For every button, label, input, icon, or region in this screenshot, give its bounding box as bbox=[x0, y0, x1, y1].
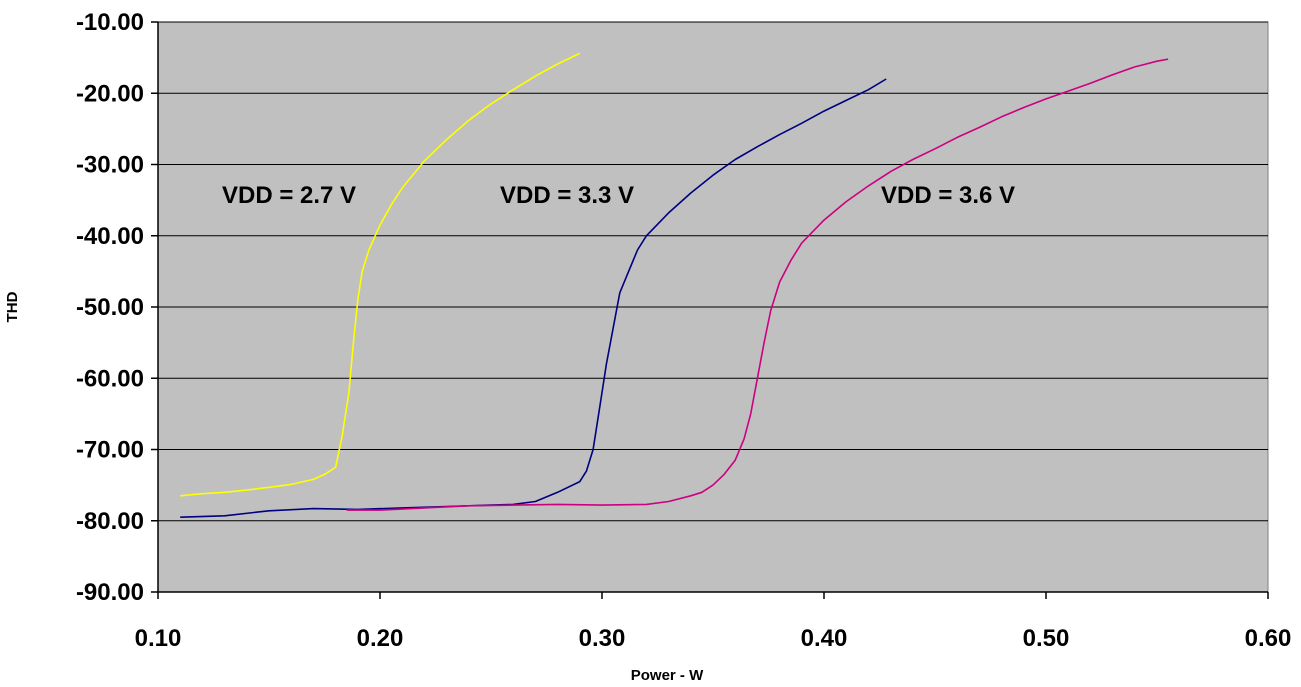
x-tick-label: 0.50 bbox=[1023, 625, 1070, 652]
x-tick-label: 0.60 bbox=[1245, 625, 1292, 652]
x-tick-label: 0.10 bbox=[135, 625, 182, 652]
y-tick-label: -20.00 bbox=[76, 80, 144, 107]
x-tick-labels: 0.10 0.20 0.30 0.40 0.50 0.60 bbox=[135, 592, 1292, 652]
x-tick-label: 0.20 bbox=[357, 625, 404, 652]
y-tick-label: -40.00 bbox=[76, 223, 144, 250]
y-tick-labels: -10.00 -20.00 -30.00 -40.00 -50.00 -60.00 -70.… bbox=[76, 9, 158, 606]
y-tick-label: -30.00 bbox=[76, 152, 144, 179]
x-tick-label: 0.40 bbox=[801, 625, 848, 652]
y-tick-label: -80.00 bbox=[76, 508, 144, 535]
series-line-0 bbox=[180, 52, 581, 497]
series-line-2 bbox=[346, 58, 1169, 511]
x-axis-title: Power - W bbox=[631, 667, 704, 684]
annotation-vdd-2-7: VDD = 2.7 V bbox=[222, 182, 356, 209]
y-tick-label: -90.00 bbox=[76, 579, 144, 606]
y-tick-label: -70.00 bbox=[76, 437, 144, 464]
gridlines bbox=[158, 21, 1268, 522]
annotation-vdd-3-3: VDD = 3.3 V bbox=[500, 182, 634, 209]
series-lines bbox=[180, 52, 1169, 518]
annotation-vdd-3-6: VDD = 3.6 V bbox=[881, 182, 1015, 209]
y-tick-label: -60.00 bbox=[76, 365, 144, 392]
y-tick-label: -10.00 bbox=[76, 9, 144, 36]
x-tick-label: 0.30 bbox=[579, 625, 626, 652]
series-line-1 bbox=[180, 78, 887, 518]
y-axis-title: THD bbox=[4, 291, 21, 322]
y-tick-label: -50.00 bbox=[76, 294, 144, 321]
